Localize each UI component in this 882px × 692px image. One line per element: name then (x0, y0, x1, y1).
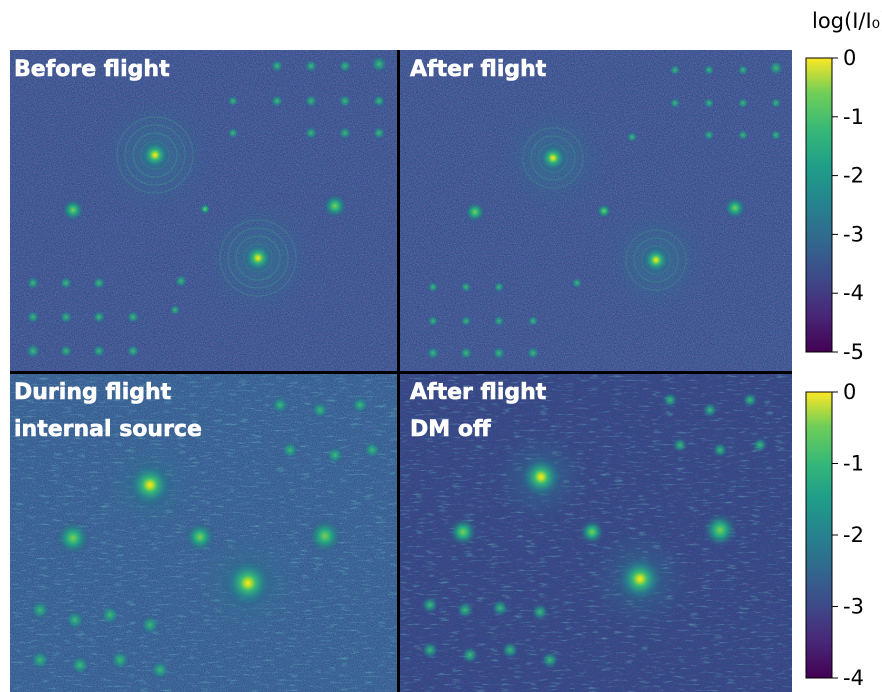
speckle-grid (30, 396, 381, 680)
colorbar-tick-label: -5 (843, 340, 864, 364)
star-psf (616, 555, 664, 603)
panel-label: Before flight (14, 57, 170, 82)
satellite-spot (322, 193, 348, 219)
colorbar-bottom: 0 -1 -2 -3 -4 (805, 380, 864, 690)
colorbar-tick-label: -2 (843, 523, 864, 547)
colorbar-tick-label: -2 (843, 164, 864, 188)
panel-label: DM off (410, 417, 492, 442)
satellite-spot (61, 198, 85, 222)
colorbar-tick-label: -4 (843, 281, 864, 305)
satellite-spot (184, 521, 216, 553)
satellite-spot (596, 203, 612, 219)
star-psf (126, 461, 174, 509)
satellite-spot (55, 520, 91, 556)
star-psf (641, 245, 671, 275)
satellite-spot (702, 512, 738, 548)
speckle-grid (421, 392, 768, 669)
colorbar-top: 0 -1 -2 -3 -4 -5 (805, 46, 864, 364)
colorbar-tick-label: 0 (843, 380, 856, 404)
star-psf (538, 143, 568, 173)
satellite-spot (307, 518, 343, 554)
satellite-spot (199, 203, 211, 215)
horizontal-divider (10, 371, 792, 374)
star-psf (519, 455, 563, 499)
panel-label: After flight (410, 380, 547, 405)
satellite-spot (464, 201, 486, 223)
panel-label: internal source (14, 417, 202, 442)
colorbar-title: log(I/I₀) (812, 9, 882, 33)
panel-label: During flight (14, 380, 172, 405)
panel-label: After flight (410, 57, 547, 82)
colorbar-tick-label: -3 (843, 222, 864, 246)
colorbar-tick-label: 0 (843, 46, 856, 70)
colorbar-tick-label: -1 (843, 452, 864, 476)
panel-during-flight: During flight internal source (10, 374, 398, 692)
panel-before-flight: Before flight (10, 50, 398, 372)
star-psf (222, 557, 274, 609)
colorbar-tick-label: -4 (843, 666, 864, 690)
speckle-grid (25, 55, 388, 359)
satellite-spot (579, 519, 605, 545)
satellite-spot (723, 196, 747, 220)
panel-after-flight-dm-off: After flight DM off (400, 374, 792, 692)
satellite-spot (448, 517, 478, 547)
star-psf (242, 242, 274, 274)
colorbar-tick-label: -3 (843, 595, 864, 619)
star-psf (139, 139, 171, 171)
colorbar-tick-label: -1 (843, 105, 864, 129)
panel-after-flight: After flight (400, 50, 792, 372)
speckle-grid (426, 60, 784, 360)
